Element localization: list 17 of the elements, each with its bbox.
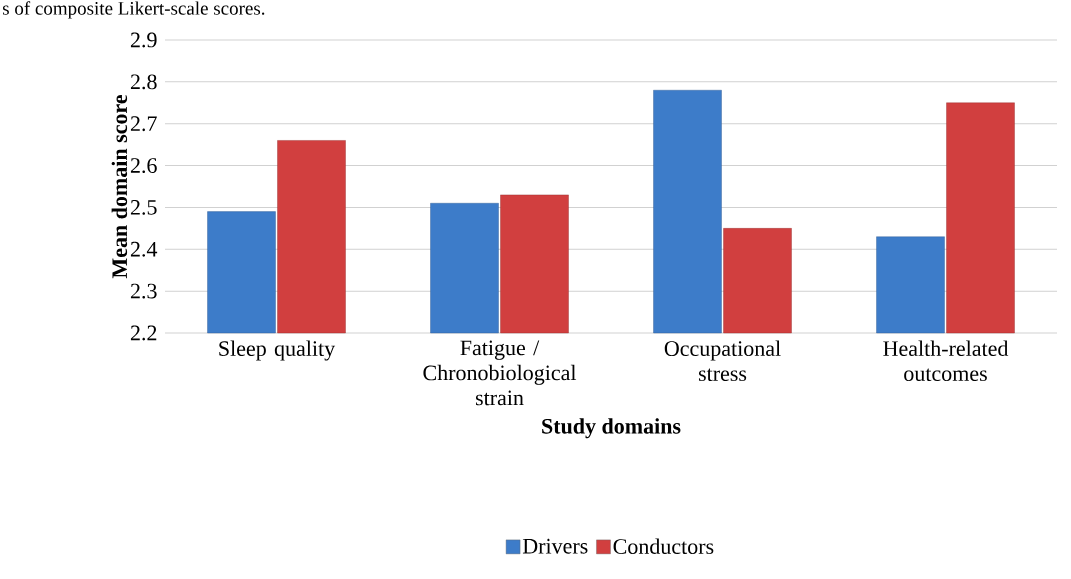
- x-tick-label: Health-related outcomes: [883, 340, 1009, 382]
- y-tick-label: 2.8: [130, 74, 157, 90]
- x-tick-label: Fatigue / Chronobiological strain: [423, 340, 577, 406]
- y-tick-label: 2.2: [130, 325, 157, 341]
- y-tick-label: 2.7: [130, 116, 157, 132]
- text: s of composite Likert-scale scores.: [2, 1, 265, 19]
- y-axis-title: Mean domain score: [111, 95, 128, 279]
- x-tick-label: Occupational stress: [664, 340, 781, 382]
- y-tick-label: 2.3: [130, 283, 157, 299]
- x-tick-label: Sleep quality: [219, 340, 336, 361]
- legend-label: Conductors: [613, 538, 714, 554]
- y-tick-label: 2.9: [130, 32, 157, 48]
- y-tick-label: 2.4: [130, 241, 158, 257]
- y-tick-label: 2.5: [130, 199, 157, 215]
- y-tick-label: 2.6: [130, 158, 157, 174]
- legend-label: Drivers: [522, 538, 588, 554]
- x-axis-title: Study domains: [542, 418, 681, 439]
